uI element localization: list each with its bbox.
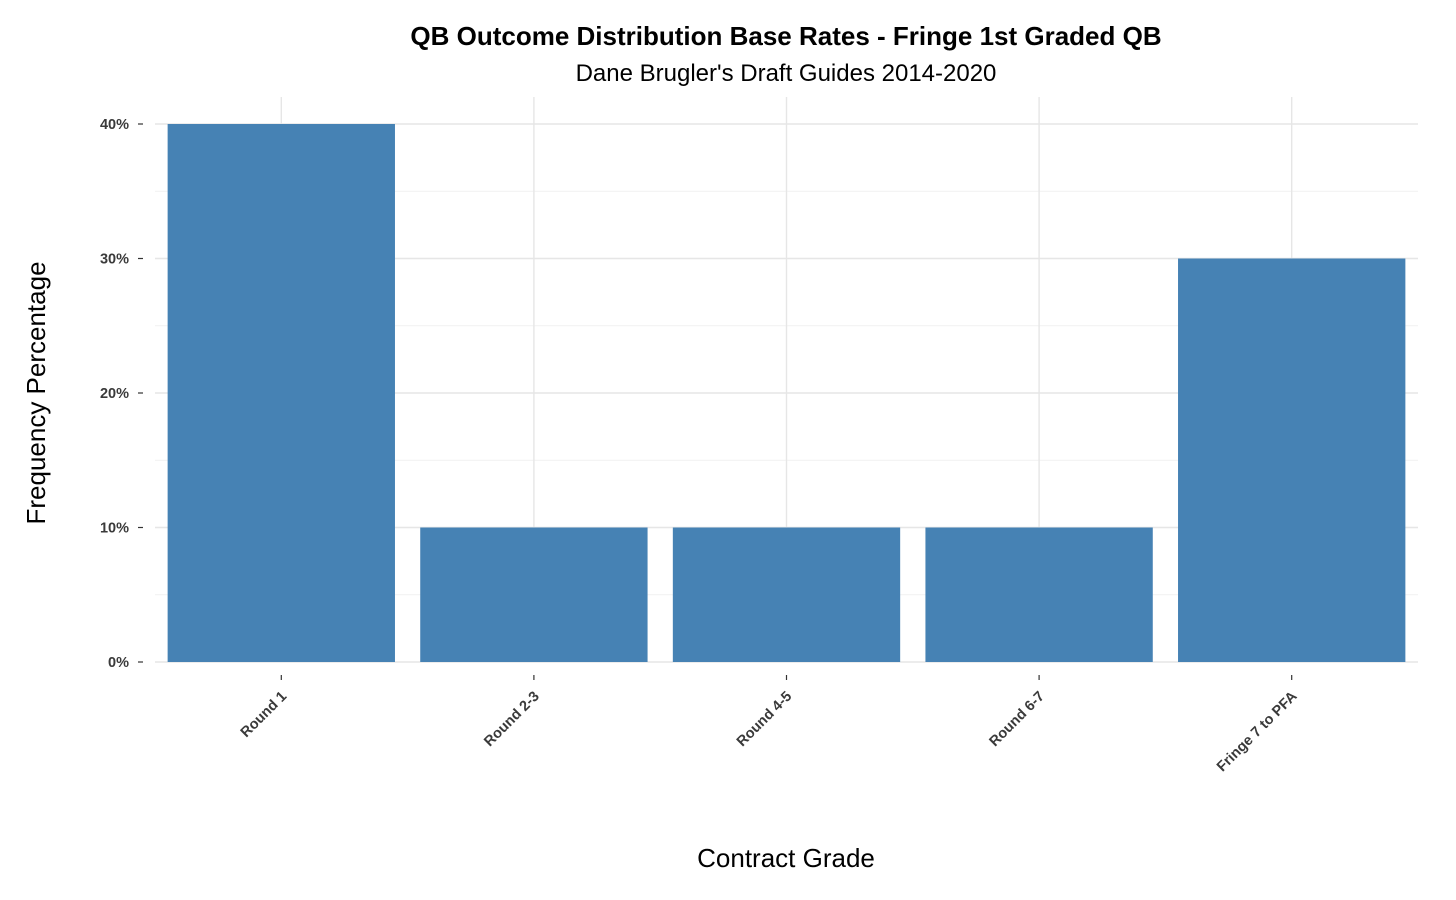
bar — [167, 124, 395, 662]
x-axis: Round 1 Round 2-3 Round 4-5 Round 6-7 Fringe… — [238, 675, 1301, 775]
y-tick-label: 40% — [100, 117, 129, 133]
y-tick-label: 0% — [108, 655, 129, 671]
bar — [420, 527, 648, 662]
y-tick-label: 30% — [100, 252, 129, 268]
x-tick-label: Round 1 — [238, 689, 290, 741]
chart-subtitle: Dane Brugler's Draft Guides 2014-2020 — [576, 60, 997, 87]
bar — [925, 527, 1153, 662]
x-tick-label: Round 2-3 — [481, 689, 542, 750]
bars — [167, 124, 1406, 662]
x-tick-label: Round 4-5 — [734, 689, 795, 750]
bar — [672, 527, 901, 662]
y-axis: 0% 10% 20% 30% 40% — [100, 117, 143, 671]
x-tick-label: Fringe 7 to PFA — [1214, 688, 1301, 775]
bar — [1178, 258, 1406, 662]
y-tick-label: 10% — [100, 521, 129, 537]
chart-title: QB Outcome Distribution Base Rates - Fri… — [410, 21, 1161, 51]
x-tick-label: Round 6-7 — [986, 689, 1047, 750]
x-axis-title: Contract Grade — [697, 843, 875, 873]
y-tick-label: 20% — [100, 386, 129, 402]
y-axis-title: Frequency Percentage — [21, 261, 51, 524]
